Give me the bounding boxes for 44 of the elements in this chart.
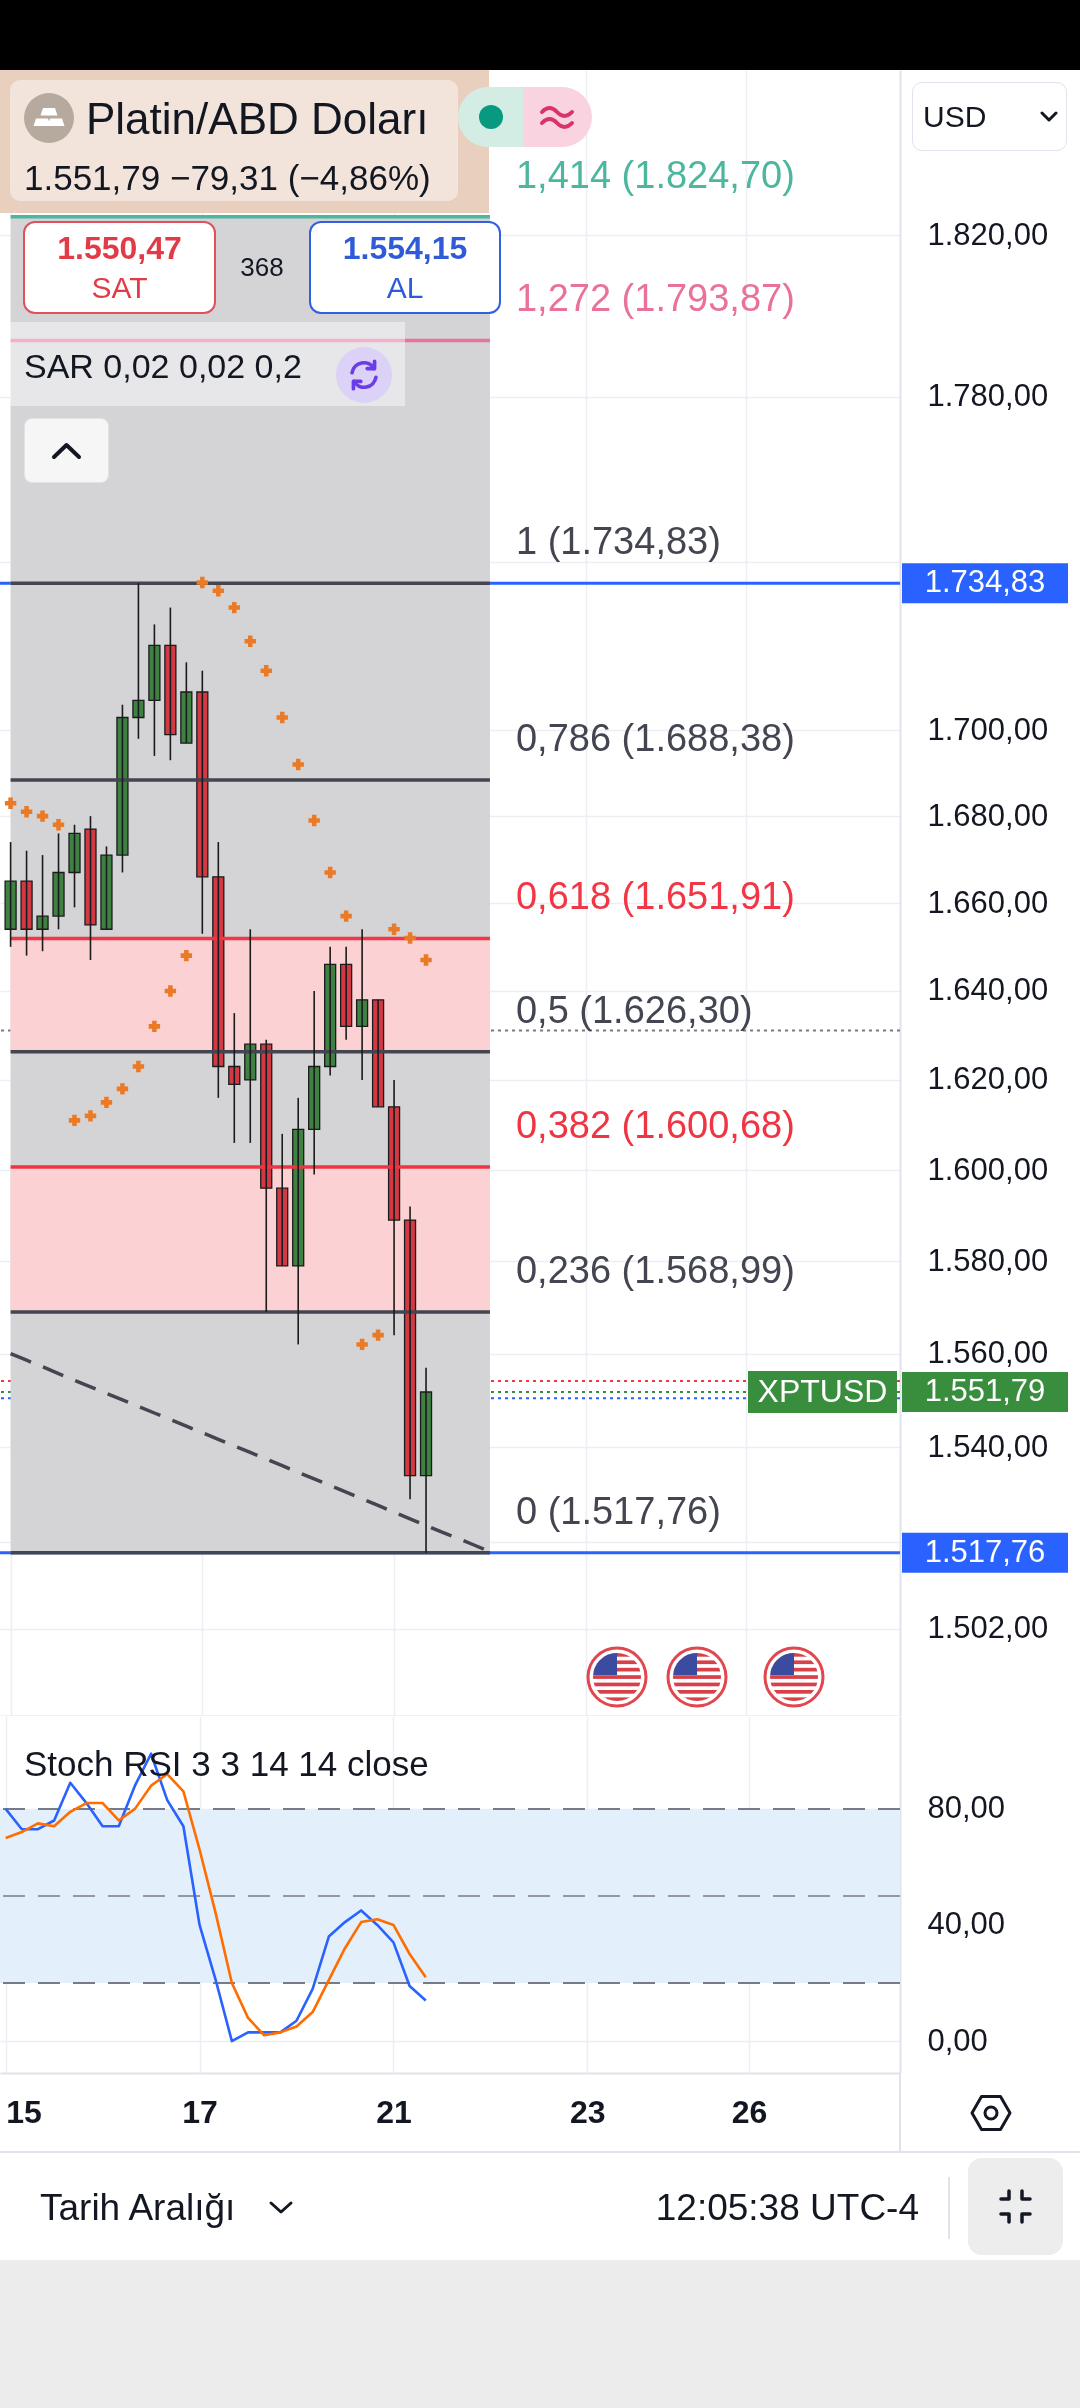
x-tick-label: 21	[376, 2093, 412, 2130]
y-tick-label: 1.700,00	[927, 711, 1049, 747]
annotation: 1.554,15	[342, 230, 468, 266]
y-tick-label: 0,00	[927, 2022, 988, 2058]
series-label: 1 (1.734,83)	[515, 520, 721, 563]
series-label: 1,414 (1.824,70)	[515, 153, 795, 196]
y-tick-label: 1.600,00	[927, 1151, 1049, 1187]
y-tick-label: 1.780,00	[927, 378, 1049, 414]
y-tick-label: 40,00	[927, 1906, 1006, 1942]
ref-line-label: 1.517,76	[924, 1533, 1046, 1569]
y-tick-label: 1.680,00	[927, 797, 1049, 833]
y-tick-label: 1.502,00	[927, 1610, 1049, 1646]
series-label: 0,382 (1.600,68)	[515, 1103, 795, 1146]
annotation: 368	[240, 252, 284, 282]
annotation: AL	[386, 271, 424, 304]
text: USD	[923, 100, 987, 133]
x-tick-label: 23	[570, 2093, 606, 2130]
text: Tarih Aralığı	[40, 2186, 236, 2228]
ref-line-label: 1.551,79	[924, 1372, 1046, 1408]
y-tick-label: 1.820,00	[927, 217, 1049, 252]
x-tick-label: 15	[6, 2093, 42, 2130]
y-tick-label: 1.580,00	[927, 1242, 1049, 1278]
series-label: 0,786 (1.688,38)	[515, 717, 795, 760]
annotation: XPTUSD	[757, 1372, 888, 1409]
x-tick-label: 17	[182, 2093, 218, 2130]
y-tick-label: 1.640,00	[927, 972, 1049, 1008]
x-tick-label: 26	[731, 2093, 768, 2130]
annotation: SAT	[91, 271, 148, 304]
text: 1.551,79 −79,31 (−4,86%)	[24, 157, 431, 197]
y-tick-label: 1.560,00	[927, 1335, 1049, 1371]
y-tick-label: 1.620,00	[927, 1061, 1049, 1097]
y-tick-label: 80,00	[927, 1790, 1006, 1826]
series-label: 0 (1.517,76)	[515, 1489, 721, 1532]
series-label: 0,5 (1.626,30)	[515, 988, 753, 1031]
series-label: 0,236 (1.568,99)	[515, 1249, 795, 1292]
y-tick-label: 1.540,00	[927, 1428, 1049, 1464]
text: Platin/ABD Doları	[86, 94, 429, 143]
series-label: 0,618 (1.651,91)	[515, 875, 795, 918]
annotation: 1.550,47	[57, 230, 182, 266]
annotation: SAR 0,02 0,02 0,2	[24, 347, 302, 385]
ref-line-label: 1.734,83	[924, 564, 1046, 600]
series-label: 1,272 (1.793,87)	[515, 277, 795, 320]
text: 12:05:38 UTC-4	[655, 2186, 919, 2228]
y-tick-label: 1.660,00	[927, 884, 1049, 920]
